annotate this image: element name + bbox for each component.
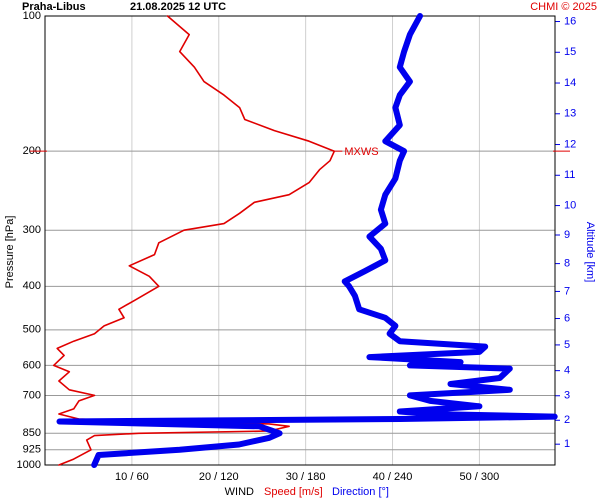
y-axis-label: Pressure [hPa]: [4, 216, 16, 289]
legend-direction: Direction [°]: [332, 486, 389, 498]
y2-tick-label: 12: [564, 138, 576, 150]
x-tick-label: 40 / 240: [373, 471, 413, 483]
y2-tick-label: 14: [564, 77, 576, 89]
plot-frame: [44, 15, 556, 466]
x-tick-label: 20 / 120: [199, 471, 239, 483]
y2-axis-label: Altitude [km]: [584, 222, 596, 283]
y2-tick-label: 10: [564, 199, 576, 211]
y-tick-label: 500: [23, 324, 41, 336]
y-tick-label: 300: [23, 224, 41, 236]
y2-tick-label: 9: [564, 229, 570, 241]
y-tick-label: 850: [23, 427, 41, 439]
y-tick-label: 100: [23, 10, 41, 22]
x-tick-label: 10 / 60: [115, 471, 149, 483]
y2-tick-label: 15: [564, 46, 576, 58]
x-tick-label: 30 / 180: [286, 471, 326, 483]
y2-tick-label: 8: [564, 258, 570, 270]
y-tick-label: 400: [23, 280, 41, 292]
series-line: [56, 13, 558, 468]
legend-speed: Speed [m/s]: [264, 486, 323, 498]
y-tick-label: 600: [23, 359, 41, 371]
y2-tick-label: 16: [564, 15, 576, 27]
y-tick-label: 1000: [17, 459, 41, 471]
y2-tick-label: 13: [564, 108, 576, 120]
credit: CHMI © 2025: [530, 1, 597, 13]
y2-tick-label: 4: [564, 365, 570, 377]
x-axis-label: WIND: [225, 486, 254, 498]
y2-tick-label: 11: [564, 169, 575, 181]
y2-tick-label: 3: [564, 390, 570, 402]
y2-tick-label: 5: [564, 339, 570, 351]
x-tick-label: 50 / 300: [460, 471, 500, 483]
y-tick-label: 925: [23, 444, 41, 456]
annotation: MXWS: [344, 146, 378, 158]
chart-subtitle: 21.08.2025 12 UTC: [130, 1, 226, 13]
y2-tick-label: 1: [564, 438, 570, 450]
plot-area: [45, 16, 555, 465]
y2-tick-label: 7: [564, 285, 570, 297]
chart-title: Praha-Libus: [22, 1, 86, 13]
y-tick-label: 700: [23, 389, 41, 401]
y2-tick-label: 6: [564, 312, 570, 324]
y2-tick-label: 2: [564, 414, 570, 426]
